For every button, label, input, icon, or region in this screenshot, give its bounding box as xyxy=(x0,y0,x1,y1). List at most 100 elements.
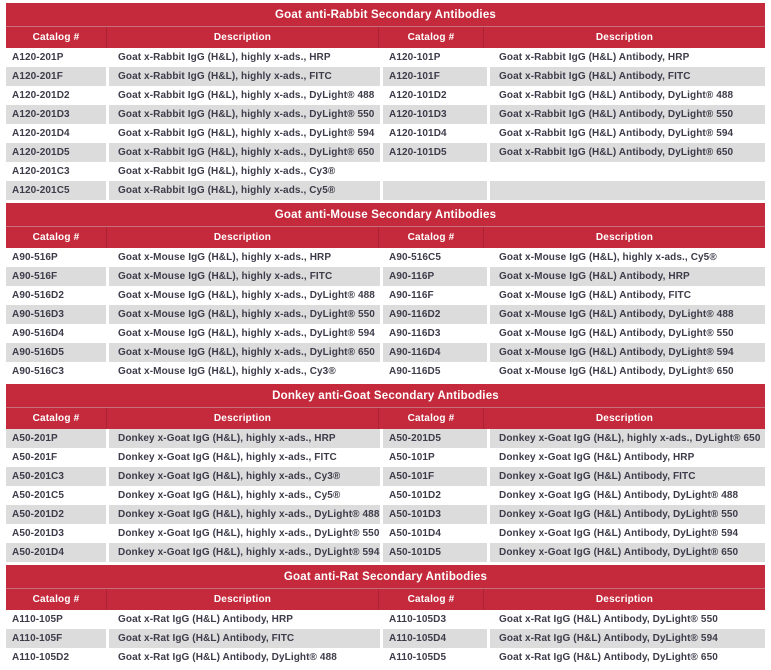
description-column-header: Description xyxy=(484,227,765,248)
description-cell: Donkey x-Goat IgG (H&L), highly x-ads., … xyxy=(109,429,380,448)
description-cell xyxy=(490,181,765,200)
catalog-number-cell: A50-201F xyxy=(6,448,106,467)
column-header-row: Catalog # Description Catalog # Description xyxy=(6,226,765,248)
catalog-number-cell: A50-201D5 xyxy=(383,429,487,448)
description-cell: Goat x-Rabbit IgG (H&L), highly x-ads., … xyxy=(109,105,380,124)
section-title: Donkey anti-Goat Secondary Antibodies xyxy=(6,384,765,407)
description-cell: Goat x-Mouse IgG (H&L), highly x-ads., F… xyxy=(109,267,380,286)
table-row: A50-201D4 Donkey x-Goat IgG (H&L), highly… xyxy=(6,543,765,562)
description-cell: Goat x-Rabbit IgG (H&L) Antibody, DyLigh… xyxy=(490,124,765,143)
catalog-number-cell: A120-201F xyxy=(6,67,106,86)
column-header-row: Catalog # Description Catalog # Description xyxy=(6,407,765,429)
table-row: A120-201C3 Goat x-Rabbit IgG (H&L), highl… xyxy=(6,162,765,181)
description-cell: Goat x-Rabbit IgG (H&L), highly x-ads., … xyxy=(109,162,380,181)
section-goat-anti-mouse-secondary-antibodies: Goat anti-Mouse Secondary Antibodies Cata… xyxy=(6,203,765,381)
description-cell: Goat x-Mouse IgG (H&L), highly x-ads., C… xyxy=(109,362,380,381)
description-column-header: Description xyxy=(484,27,765,48)
catalog-number-cell: A110-105D5 xyxy=(383,648,487,667)
catalog-column-header: Catalog # xyxy=(6,408,106,429)
section-donkey-anti-goat-secondary-antibodies: Donkey anti-Goat Secondary Antibodies Cat… xyxy=(6,384,765,562)
catalog-number-cell: A50-101F xyxy=(383,467,487,486)
catalog-number-cell: A50-101D3 xyxy=(383,505,487,524)
description-cell: Goat x-Rabbit IgG (H&L), highly x-ads., … xyxy=(109,143,380,162)
table-row: A120-201F Goat x-Rabbit IgG (H&L), highly… xyxy=(6,67,765,86)
description-column-header: Description xyxy=(107,27,378,48)
catalog-number-cell: A120-101D4 xyxy=(383,124,487,143)
catalog-number-cell xyxy=(383,162,487,181)
column-header-row: Catalog # Description Catalog # Description xyxy=(6,588,765,610)
table-row: A110-105P Goat x-Rat IgG (H&L) Antibody, … xyxy=(6,610,765,629)
description-cell: Donkey x-Goat IgG (H&L), highly x-ads., … xyxy=(109,467,380,486)
description-cell: Goat x-Rabbit IgG (H&L), highly x-ads., … xyxy=(109,67,380,86)
table-row: A50-201C5 Donkey x-Goat IgG (H&L), highly… xyxy=(6,486,765,505)
catalog-number-cell: A90-516D3 xyxy=(6,305,106,324)
section-title: Goat anti-Rabbit Secondary Antibodies xyxy=(6,3,765,26)
table-row: A50-201C3 Donkey x-Goat IgG (H&L), highly… xyxy=(6,467,765,486)
table-row: A120-201D2 Goat x-Rabbit IgG (H&L), highl… xyxy=(6,86,765,105)
catalog-number-cell: A90-516D4 xyxy=(6,324,106,343)
table-row: A50-201F Donkey x-Goat IgG (H&L), highly … xyxy=(6,448,765,467)
catalog-number-cell: A90-116D2 xyxy=(383,305,487,324)
description-cell: Donkey x-Goat IgG (H&L), highly x-ads., … xyxy=(109,486,380,505)
catalog-number-cell: A120-101D5 xyxy=(383,143,487,162)
description-cell: Goat x-Rat IgG (H&L) Antibody, HRP xyxy=(109,610,380,629)
catalog-number-cell: A90-116D3 xyxy=(383,324,487,343)
section-title: Goat anti-Mouse Secondary Antibodies xyxy=(6,203,765,226)
catalog-number-cell: A120-201C5 xyxy=(6,181,106,200)
description-cell: Goat x-Mouse IgG (H&L), highly x-ads., C… xyxy=(490,248,765,267)
catalog-number-cell: A120-201D4 xyxy=(6,124,106,143)
section-title: Goat anti-Rat Secondary Antibodies xyxy=(6,565,765,588)
catalog-number-cell: A120-101P xyxy=(383,48,487,67)
description-cell: Goat x-Mouse IgG (H&L) Antibody, DyLight… xyxy=(490,324,765,343)
description-cell: Goat x-Mouse IgG (H&L) Antibody, FITC xyxy=(490,286,765,305)
table-row: A110-105D2 Goat x-Rat IgG (H&L) Antibody,… xyxy=(6,648,765,667)
catalog-column-header: Catalog # xyxy=(6,227,106,248)
catalog-number-cell: A50-101D2 xyxy=(383,486,487,505)
description-cell: Goat x-Rabbit IgG (H&L) Antibody, FITC xyxy=(490,67,765,86)
description-cell: Donkey x-Goat IgG (H&L), highly x-ads., … xyxy=(490,429,765,448)
catalog-column-header: Catalog # xyxy=(379,589,483,610)
description-cell: Goat x-Rabbit IgG (H&L), highly x-ads., … xyxy=(109,181,380,200)
description-cell: Goat x-Rabbit IgG (H&L) Antibody, DyLigh… xyxy=(490,105,765,124)
description-cell: Donkey x-Goat IgG (H&L), highly x-ads., … xyxy=(109,524,380,543)
catalog-column-header: Catalog # xyxy=(379,227,483,248)
catalog-number-cell xyxy=(383,181,487,200)
description-cell: Goat x-Rat IgG (H&L) Antibody, DyLight® … xyxy=(490,648,765,667)
catalog-number-cell: A50-101P xyxy=(383,448,487,467)
catalog-number-cell: A50-201C5 xyxy=(6,486,106,505)
catalog-number-cell: A110-105P xyxy=(6,610,106,629)
description-column-header: Description xyxy=(484,589,765,610)
description-cell: Goat x-Mouse IgG (H&L) Antibody, DyLight… xyxy=(490,305,765,324)
catalog-number-cell: A120-101F xyxy=(383,67,487,86)
catalog-number-cell: A50-101D4 xyxy=(383,524,487,543)
description-cell: Goat x-Mouse IgG (H&L) Antibody, DyLight… xyxy=(490,343,765,362)
catalog-number-cell: A110-105F xyxy=(6,629,106,648)
table-row: A50-201P Donkey x-Goat IgG (H&L), highly … xyxy=(6,429,765,448)
description-cell: Donkey x-Goat IgG (H&L) Antibody, DyLigh… xyxy=(490,486,765,505)
description-cell: Goat x-Mouse IgG (H&L), highly x-ads., D… xyxy=(109,305,380,324)
description-cell: Goat x-Mouse IgG (H&L) Antibody, HRP xyxy=(490,267,765,286)
description-cell: Goat x-Rat IgG (H&L) Antibody, DyLight® … xyxy=(490,629,765,648)
description-column-header: Description xyxy=(484,408,765,429)
column-header-row: Catalog # Description Catalog # Description xyxy=(6,26,765,48)
section-goat-anti-rat-secondary-antibodies: Goat anti-Rat Secondary Antibodies Catalo… xyxy=(6,565,765,667)
catalog-number-cell: A110-105D4 xyxy=(383,629,487,648)
catalog-number-cell: A90-516C3 xyxy=(6,362,106,381)
table-row: A90-516D4 Goat x-Mouse IgG (H&L), highly … xyxy=(6,324,765,343)
description-cell: Goat x-Rabbit IgG (H&L), highly x-ads., … xyxy=(109,48,380,67)
description-cell: Goat x-Rat IgG (H&L) Antibody, FITC xyxy=(109,629,380,648)
table-row: A110-105F Goat x-Rat IgG (H&L) Antibody, … xyxy=(6,629,765,648)
description-cell: Donkey x-Goat IgG (H&L), highly x-ads., … xyxy=(109,543,380,562)
catalog-number-cell: A90-116D5 xyxy=(383,362,487,381)
description-cell: Donkey x-Goat IgG (H&L) Antibody, DyLigh… xyxy=(490,543,765,562)
description-cell: Goat x-Mouse IgG (H&L), highly x-ads., D… xyxy=(109,324,380,343)
table-row: A120-201C5 Goat x-Rabbit IgG (H&L), highl… xyxy=(6,181,765,200)
table-row: A90-516P Goat x-Mouse IgG (H&L), highly x… xyxy=(6,248,765,267)
catalog-number-cell: A90-516P xyxy=(6,248,106,267)
catalog-number-cell: A90-516D2 xyxy=(6,286,106,305)
catalog-column-header: Catalog # xyxy=(6,27,106,48)
description-cell: Goat x-Rat IgG (H&L) Antibody, DyLight® … xyxy=(490,610,765,629)
description-cell: Goat x-Rabbit IgG (H&L) Antibody, DyLigh… xyxy=(490,143,765,162)
description-cell: Goat x-Rabbit IgG (H&L) Antibody, HRP xyxy=(490,48,765,67)
description-cell: Goat x-Rabbit IgG (H&L) Antibody, DyLigh… xyxy=(490,86,765,105)
